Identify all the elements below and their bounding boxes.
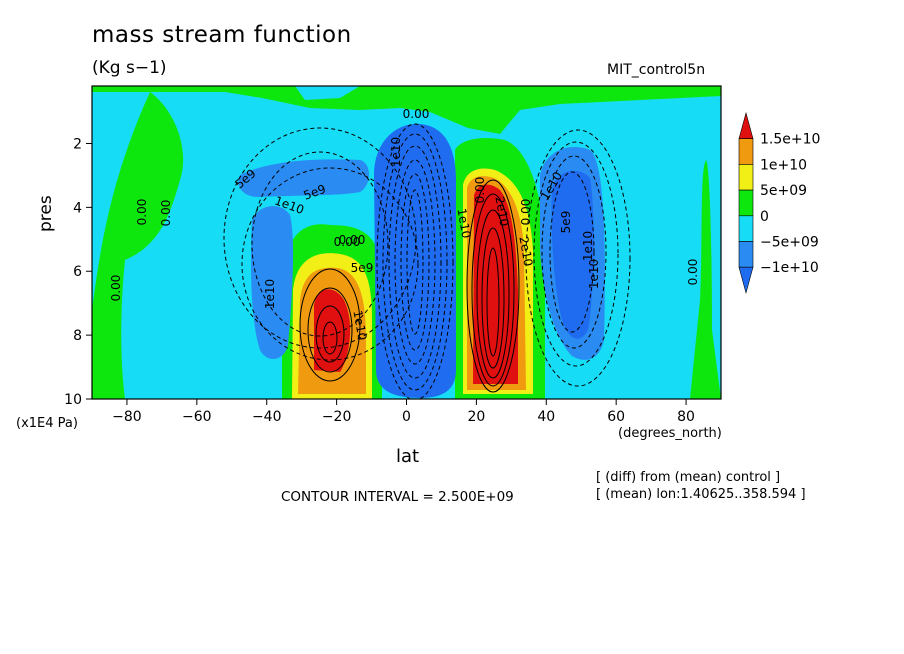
blue-northern-ferrel-inner [551,170,594,339]
southern-hadley-contour-0 [299,268,361,382]
contour-interval: CONTOUR INTERVAL = 2.500E+09 [281,489,514,505]
northern-hadley-contour-3 [481,227,505,369]
northern-hadley-contour-2 [476,209,510,379]
contour-label: 1e10 [389,137,403,167]
contour-label: 0.00 [159,200,173,227]
blue-southern-ferrel-lower [250,205,294,360]
colorbar-label: 1.5e+10 [760,132,820,148]
x-tick-label: −60 [182,409,212,425]
contour-label: 5e9 [559,211,573,234]
x-tick-label: 0 [402,409,411,425]
contour-label: 0.00 [473,177,487,204]
x-tick-label: −80 [112,409,142,425]
contour-label: 1e10 [263,279,277,309]
x-tick-label: 60 [607,409,625,425]
contour-label: 0.00 [334,235,361,249]
contour-label: 1e10 [581,231,595,261]
equatorial-contour-1 [382,133,448,391]
colorbar-label: 0 [760,209,769,225]
equatorial-contour-3 [394,159,436,365]
green-top-band [92,86,721,134]
southern-hadley-contour-1 [307,287,353,373]
note-mean: [ (mean) lon:1.40625..358.594 ] [596,487,806,502]
contour-fill-area [92,86,721,399]
y-axis: 2 4 6 8 10 [64,136,92,408]
northern-hadley-contour-0 [466,179,520,393]
colorbar-bin [738,215,754,242]
x-tick-label: −40 [252,409,282,425]
northern-hadley-contour-4 [486,247,500,357]
contour-label: 1e10 [350,309,369,341]
colorbar-bin [738,138,754,165]
y-axis-units: (x1E4 Pa) [16,416,78,431]
southern-hadley-contour-3 [322,321,338,355]
colorbar-label: −1e+10 [760,260,819,276]
northern-ferrel-contour-3 [549,171,595,333]
x-tick-label: 20 [467,409,485,425]
northern-ferrel-contour-0 [525,129,631,387]
chart-title: mass stream function [92,22,352,48]
colorbar-label: −5e+09 [760,235,819,251]
x-axis: −80 −60 −40 −20 0 20 40 60 80 [112,399,695,425]
y-tick-label: 6 [73,264,82,280]
contour-label: 0.00 [135,199,149,226]
note-diff: [ (diff) from (mean) control ] [596,470,781,485]
northern-ferrel-contour-1 [533,141,619,367]
contour-label: 2e10 [516,235,535,267]
equatorial-contour-5 [406,189,424,335]
blue-equatorial-cell [374,123,456,399]
southern-dashed-contour-1 [241,167,419,361]
equatorial-contour-0 [376,123,454,399]
run-name: MIT_control5n [607,62,706,78]
equatorial-contour-2 [388,145,442,379]
contour-label: 0.00 [686,259,700,286]
colorbar: 1.5e+10 1e+10 5e+09 0 −5e+09 −1e+10 [738,111,820,295]
chart-units: (Kg s−1) [92,58,167,78]
southern-dashed-contour-2 [251,151,389,337]
y-tick-label: 2 [73,136,82,152]
contour-label: 0.00 [339,233,366,247]
colorbar-label: 5e+09 [760,183,807,199]
x-axis-units: (degrees_north) [618,426,722,441]
contour-label: 1e10 [587,259,601,289]
colorbar-bin [738,241,754,268]
blue-southern-ferrel-upper [238,159,369,198]
northern-hadley-contour-1 [471,193,515,387]
contour-label: 0.00 [519,199,533,226]
colorbar-bin [738,189,754,217]
equatorial-contour-4 [400,173,430,351]
colorbar-bottom-arrow [738,266,754,295]
colorbar-bin [738,164,754,191]
northern-ferrel-contour-2 [541,155,607,349]
green-right-strip [690,160,721,399]
southern-hadley-contour-2 [315,305,345,363]
x-axis-label: lat [396,446,420,467]
y-tick-label: 8 [73,328,82,344]
y-tick-label: 10 [64,392,82,408]
contour-label: 5e9 [351,261,374,275]
contour-lines [223,123,631,399]
x-tick-label: 80 [677,409,695,425]
southern-dashed-contour-0 [223,127,417,349]
contour-label: 0.00 [403,107,430,121]
y-tick-label: 4 [73,200,82,216]
contour-label: 1e10 [454,207,473,239]
x-tick-label: −20 [322,409,352,425]
contour-label: 2e10 [492,195,511,227]
colorbar-top-arrow [738,111,754,139]
contour-label: 0.00 [109,275,123,302]
x-tick-label: 40 [537,409,555,425]
green-top-left-tongue [92,92,184,399]
colorbar-label: 1e+10 [760,157,807,173]
